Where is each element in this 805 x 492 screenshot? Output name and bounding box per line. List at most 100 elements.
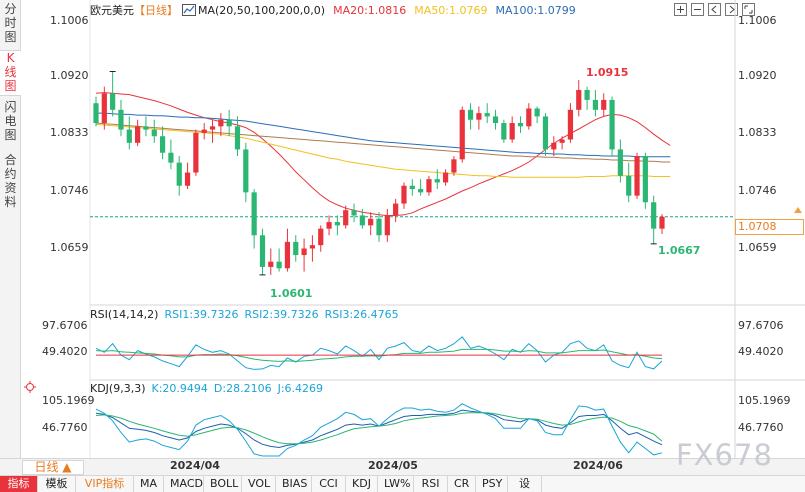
candle-body xyxy=(584,89,590,100)
candle-body xyxy=(101,93,107,124)
price-tick-right: 1.0833 xyxy=(738,126,777,139)
price-tick-left: 1.0659 xyxy=(50,241,89,254)
candle-body xyxy=(359,215,365,226)
kdj-j-value: J:6.4269 xyxy=(277,382,324,395)
indicator-tab-kdj[interactable]: KDJ xyxy=(346,476,378,492)
date-tick: 2024/04 xyxy=(170,459,220,472)
candle-body xyxy=(184,172,191,186)
candle-body xyxy=(576,89,582,110)
candle-body xyxy=(617,149,623,176)
zoom-in-icon[interactable] xyxy=(674,3,687,16)
chart-toolbar xyxy=(670,3,755,17)
candle-body xyxy=(626,175,632,196)
candle-body xyxy=(326,222,332,229)
candle-body xyxy=(234,126,241,150)
low-annotation: 1.0601 xyxy=(270,287,313,300)
indicator-tab-psy[interactable]: PSY xyxy=(476,476,508,492)
move-left-icon[interactable] xyxy=(708,3,721,16)
tab-flash-chart[interactable]: 闪电图 xyxy=(0,100,21,146)
indicator-tab-indicators[interactable]: 指标 xyxy=(0,476,38,492)
candle-body xyxy=(259,235,266,267)
recent-low-annotation: 1.0667 xyxy=(658,244,701,257)
candle-body xyxy=(459,109,465,160)
candle-body xyxy=(168,152,174,163)
candle-body xyxy=(376,218,382,236)
candle-body xyxy=(476,113,482,120)
crosshair-icon[interactable] xyxy=(24,381,36,393)
candle-body xyxy=(659,216,665,229)
indicator-tab-rsi[interactable]: RSI xyxy=(414,476,448,492)
candle-body xyxy=(343,210,349,226)
price-tick-right: 1.0746 xyxy=(738,184,777,197)
price-marker-icon xyxy=(794,207,802,213)
indicator-tab-boll[interactable]: BOLL xyxy=(204,476,242,492)
candle-body xyxy=(401,185,407,204)
candle-body xyxy=(559,139,565,143)
candle-body xyxy=(118,109,124,130)
chart-canvas[interactable] xyxy=(0,0,805,458)
indicator-tab-cci[interactable]: CCI xyxy=(312,476,346,492)
indicator-tab-cr[interactable]: CR xyxy=(448,476,476,492)
candle-body xyxy=(151,129,157,137)
candle-body xyxy=(526,108,532,127)
indicator-tab-lw[interactable]: LW% xyxy=(378,476,414,492)
date-tick: 2024/05 xyxy=(368,459,418,472)
kdj-tick-left: 46.7760 xyxy=(42,421,88,434)
candle-body xyxy=(251,192,257,236)
rsi-tick-left: 49.4020 xyxy=(42,345,88,358)
candle-body xyxy=(334,222,340,226)
candle-body xyxy=(284,241,291,269)
candle-body xyxy=(110,93,116,110)
candle-body xyxy=(126,129,132,143)
candle-body xyxy=(368,218,374,226)
candle-body xyxy=(209,126,216,130)
indicator-tab-vol[interactable]: VOL xyxy=(242,476,276,492)
indicator-tab-bias[interactable]: BIAS xyxy=(276,476,312,492)
candle-body xyxy=(442,172,449,183)
candle-body xyxy=(159,136,166,153)
kdj-j-line xyxy=(95,403,663,457)
candle-body xyxy=(93,103,99,124)
candle-body xyxy=(293,241,299,256)
indicator-tab-ma[interactable]: MA xyxy=(134,476,164,492)
candle-body xyxy=(509,123,515,140)
indicator-tab-macd[interactable]: MACD xyxy=(164,476,204,492)
tab-contract-info[interactable]: 合约资料 xyxy=(0,153,21,213)
price-tick-right: 1.0920 xyxy=(738,69,777,82)
price-tick-left: 1.0746 xyxy=(50,184,89,197)
fullscreen-icon[interactable] xyxy=(742,3,755,16)
indicator-tab-settings[interactable]: 设置 xyxy=(508,476,542,492)
candle-body xyxy=(276,261,282,269)
candle-body xyxy=(634,156,640,196)
candle-body xyxy=(301,248,307,256)
candle-body xyxy=(393,203,399,216)
candle-body xyxy=(642,156,648,203)
high-annotation: 1.0915 xyxy=(586,66,629,79)
zoom-out-icon[interactable] xyxy=(691,3,704,16)
tab-time-chart[interactable]: 分时图 xyxy=(0,2,21,48)
candle-body xyxy=(434,179,440,183)
candle-body xyxy=(409,185,415,190)
indicator-tab-bar: 指标 模板 VIP指标 MA MACD BOLL VOL BIAS CCI KD… xyxy=(0,475,805,492)
candle-body xyxy=(309,245,316,249)
candle-body xyxy=(517,123,524,127)
candle-body xyxy=(418,189,424,193)
tab-flash-chart-label: 闪电图 xyxy=(4,100,17,142)
watermark: FX678 xyxy=(676,438,773,472)
kdj-d-value: D:28.2106 xyxy=(213,382,272,395)
indicator-tab-template[interactable]: 模板 xyxy=(38,476,76,492)
candle-body xyxy=(143,126,149,130)
price-tick-right: 1.1006 xyxy=(738,14,777,27)
ma100-value: MA100:1.0799 xyxy=(495,3,576,17)
ma20-line xyxy=(95,92,671,216)
candle-body xyxy=(384,215,390,236)
candle-body xyxy=(218,119,224,127)
indicator-settings-icon[interactable] xyxy=(182,4,196,16)
kdj-title: KDJ(9,3,3) xyxy=(90,382,146,395)
candle-body xyxy=(567,109,574,140)
indicator-tab-vip[interactable]: VIP指标 xyxy=(76,476,134,492)
period-selector[interactable]: 日线 ▲ xyxy=(22,460,84,475)
